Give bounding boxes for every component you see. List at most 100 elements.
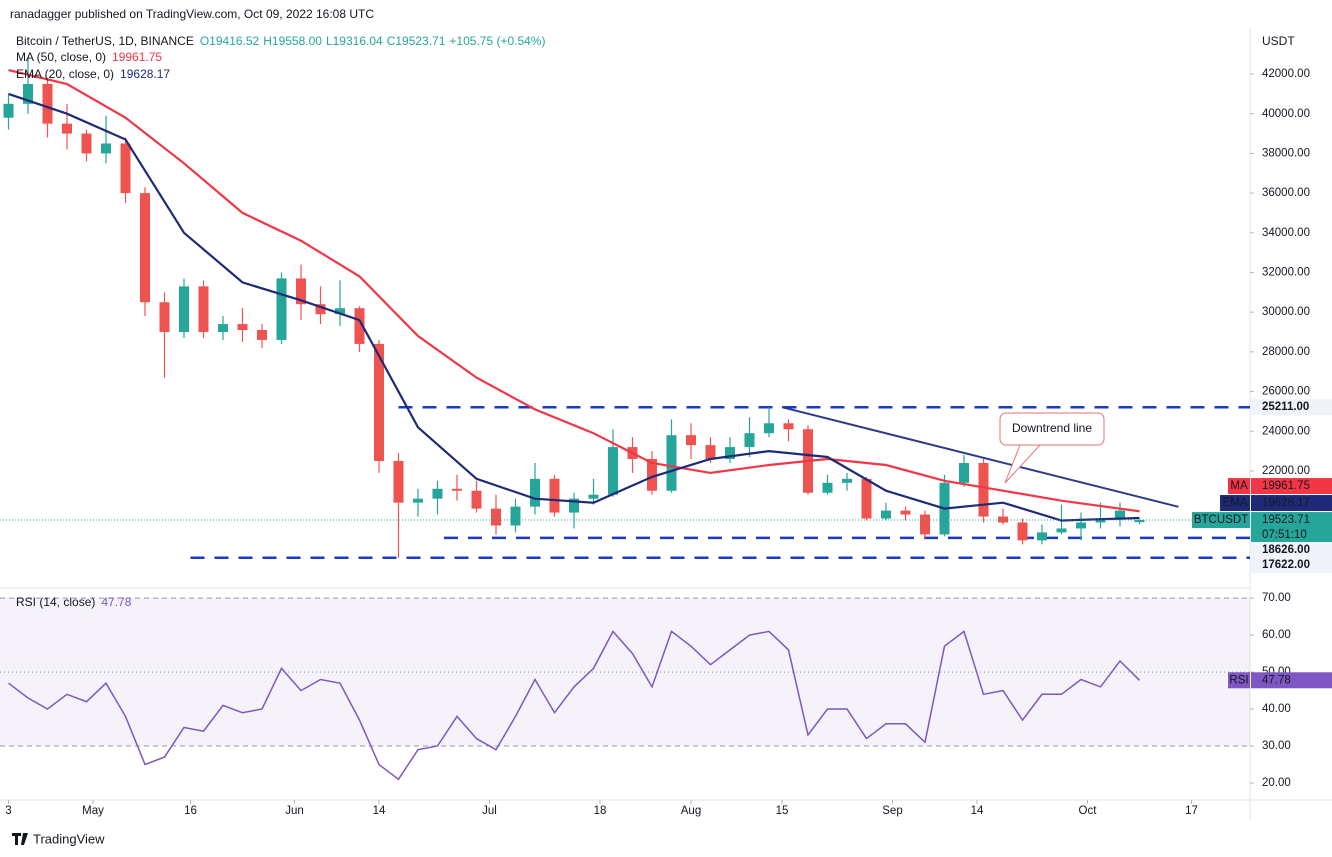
x-tick-label: 14 — [971, 805, 984, 817]
y-tick-label: 30000.00 — [1262, 306, 1310, 318]
footer: TradingView — [12, 831, 105, 846]
candle-body — [23, 83, 33, 104]
candle-body — [120, 143, 131, 194]
candle-body — [959, 462, 969, 483]
y-tick-label: 60.00 — [1262, 629, 1291, 641]
change: +105.75 (+0.54%) — [449, 34, 545, 48]
level-tag-bg — [1251, 399, 1332, 416]
candle-body — [1056, 528, 1067, 533]
tag-name: MA — [1230, 480, 1248, 492]
countdown-bg — [1251, 527, 1332, 543]
tag-value: 47.78 — [1262, 674, 1291, 686]
candle-body — [257, 330, 267, 340]
legend-value: 47.78 — [101, 595, 131, 609]
x-tick-label: 18 — [594, 805, 607, 817]
y-tick-label: 34000.00 — [1262, 227, 1310, 239]
legend: MA (50, close, 0) 19961.75 — [16, 50, 162, 64]
candle-body — [764, 423, 774, 434]
plot — [0, 58, 1250, 781]
candle-body — [218, 324, 228, 333]
x-tick-label: 17 — [1185, 805, 1198, 817]
symbol: Bitcoin / TetherUS, 1D, BINANCE — [16, 34, 194, 48]
y-tick-label: 42000.00 — [1262, 68, 1310, 80]
y-tick-label: 22000.00 — [1262, 465, 1310, 477]
y-tick-label: 24000.00 — [1262, 425, 1310, 437]
candle-body — [276, 278, 287, 340]
annotation-box — [999, 412, 1105, 446]
x-tick-label: Sep — [882, 805, 902, 817]
candle-body — [296, 278, 306, 305]
legend: RSI (14, close) 47.78 — [16, 595, 132, 609]
candle-body — [510, 506, 521, 526]
x-tick-label: Oct — [1079, 805, 1098, 817]
y-tick-label: 26000.00 — [1262, 386, 1310, 398]
ohlc: H19558.00 — [263, 34, 322, 48]
tag-name-bg — [1228, 478, 1250, 495]
ohlc: O19416.52 — [200, 34, 260, 48]
x-tick-label: 14 — [373, 805, 386, 817]
x-tick-label: Jun — [285, 805, 304, 817]
candle-body — [413, 498, 423, 503]
candle-body — [900, 510, 911, 515]
candle-body — [686, 435, 696, 446]
x-tick-label: Jul — [482, 805, 497, 817]
candle-body — [783, 423, 794, 430]
x-tick-label: 3 — [5, 805, 11, 817]
annotation: Downtrend line — [999, 412, 1105, 484]
level-tag-bg — [1251, 557, 1332, 574]
candle-body — [62, 123, 72, 134]
candle-body — [179, 286, 189, 333]
candle-body — [1095, 518, 1106, 523]
author: ranadagger published on TradingView.com,… — [10, 7, 374, 21]
annotation-text: Downtrend line — [1012, 421, 1092, 435]
tag-name: RSI — [1229, 674, 1248, 686]
candle-body — [471, 490, 482, 509]
candle-body — [237, 324, 248, 331]
candle-body — [978, 462, 989, 517]
candle-body — [705, 445, 716, 459]
tag-bg — [1251, 478, 1332, 495]
x-tick-label: May — [82, 805, 104, 817]
legend-value: 19961.75 — [112, 50, 162, 64]
candle-body — [920, 514, 930, 535]
footer-text: TradingView — [33, 831, 105, 846]
tag-bg — [1251, 512, 1332, 529]
legend-name: RSI (14, close) — [16, 595, 95, 609]
ohlc: L19316.04 — [326, 34, 383, 48]
ma-line — [8, 69, 1140, 513]
candle-body — [1115, 510, 1125, 519]
tag-name: EMA — [1223, 497, 1248, 509]
candle-body — [198, 286, 209, 333]
candle-body — [822, 482, 833, 493]
candle-body — [335, 308, 345, 315]
candle-body — [42, 83, 53, 124]
candle-body — [588, 494, 599, 499]
ma-line — [8, 92, 1140, 522]
axis-unit: USDT — [1262, 34, 1295, 48]
legend-name: EMA (20, close, 0) — [16, 67, 114, 81]
candle-body — [608, 447, 618, 495]
candle-body — [393, 460, 404, 503]
tag-bg — [1251, 495, 1332, 512]
y-tick-label: 20.00 — [1262, 777, 1291, 789]
candle-body — [998, 516, 1008, 523]
tag-value: 19523.71 — [1262, 514, 1310, 526]
candle-body — [491, 508, 501, 526]
candle-body — [666, 435, 677, 491]
candle-body — [530, 478, 540, 507]
x-tick-label: 16 — [184, 805, 197, 817]
candle-body — [354, 308, 365, 344]
trendline — [781, 406, 1179, 508]
candle-body — [549, 478, 560, 513]
y-tick-label: 70.00 — [1262, 592, 1291, 604]
y-tick-label: 28000.00 — [1262, 346, 1310, 358]
level-tag: 17622.00 — [1262, 559, 1310, 571]
rsi-line — [8, 630, 1141, 781]
candle-body — [1017, 522, 1028, 541]
candle-body — [140, 193, 150, 303]
candle-body — [647, 458, 657, 491]
level-tag: 18626.00 — [1262, 544, 1310, 556]
candle-body — [569, 498, 579, 513]
